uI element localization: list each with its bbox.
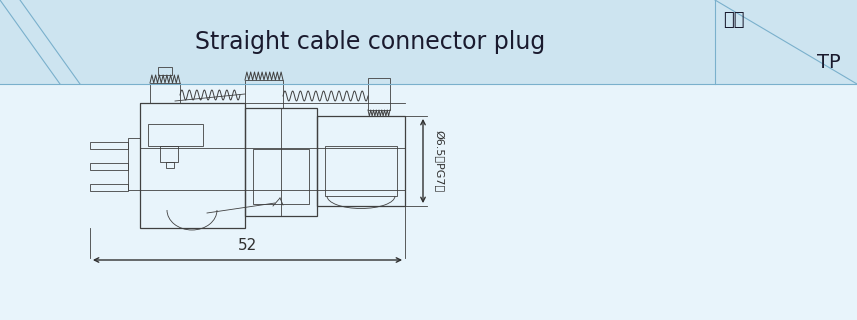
Bar (158, 67, 172, 75)
Bar (253, 149, 309, 204)
Text: Ø6.5（PG7）: Ø6.5（PG7） (433, 130, 443, 192)
Bar (90, 184, 128, 191)
Bar (166, 162, 174, 168)
Text: 代号: 代号 (723, 11, 745, 29)
Bar (160, 146, 178, 162)
Bar (317, 116, 405, 206)
Text: TP: TP (818, 52, 841, 71)
Bar (150, 83, 180, 103)
Bar (245, 80, 283, 108)
Bar (128, 138, 140, 190)
Text: Straight cable connector plug: Straight cable connector plug (195, 30, 545, 54)
Bar (90, 142, 128, 149)
Bar (325, 146, 397, 196)
Bar (368, 78, 390, 110)
Bar (148, 124, 203, 146)
Bar (245, 108, 317, 216)
Bar (140, 103, 245, 228)
Text: 52: 52 (238, 238, 257, 253)
Bar (0, 0, 857, 84)
Bar (90, 163, 128, 170)
